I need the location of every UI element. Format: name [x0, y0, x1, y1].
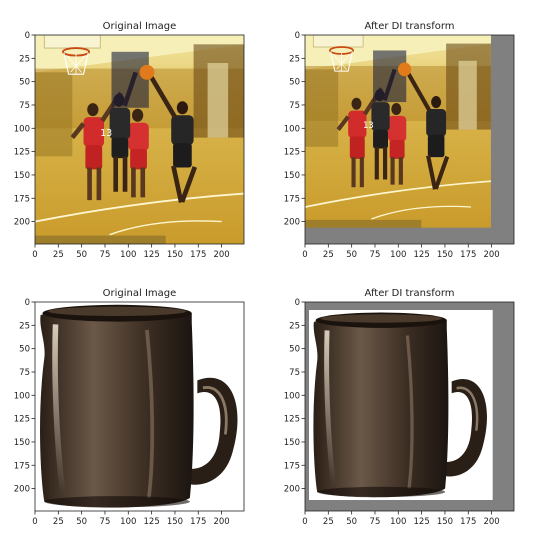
x-tick-label: 100 — [390, 250, 406, 260]
y-tick-label: 150 — [14, 438, 30, 448]
x-tick-label: 50 — [346, 250, 357, 260]
y-tick-label: 25 — [19, 54, 30, 64]
y-tick-label: 75 — [289, 101, 300, 111]
y-tick-label: 25 — [289, 54, 300, 64]
y-tick-label: 175 — [14, 461, 30, 471]
y-tick-label: 175 — [284, 461, 300, 471]
y-tick-label: 175 — [284, 194, 300, 204]
y-tick-label: 150 — [14, 171, 30, 181]
panel-mug-original: Original Image 0 25 50 75 100 125 150 175 200 0 25… — [14, 288, 245, 527]
y-tick-label: 100 — [14, 391, 30, 401]
y-tick-label: 200 — [284, 485, 300, 495]
y-tick-label: 125 — [14, 415, 30, 425]
x-tick-label: 50 — [76, 250, 87, 260]
x-tick-label: 0 — [32, 250, 37, 260]
y-tick-label: 125 — [14, 148, 30, 158]
x-tick-label: 100 — [120, 250, 136, 260]
panel-title: Original Image — [103, 288, 177, 299]
y-tick-label: 175 — [14, 194, 30, 204]
panel-title: After DI transform — [364, 21, 454, 32]
x-tick-label: 200 — [483, 517, 499, 527]
y-tick-label: 0 — [295, 31, 300, 41]
x-tick-label: 100 — [390, 517, 406, 527]
basketball-image-shrunk — [305, 35, 491, 228]
y-tick-label: 25 — [19, 321, 30, 331]
axes-frame — [304, 301, 515, 512]
x-tick-label: 150 — [437, 517, 453, 527]
y-tick-label: 100 — [284, 124, 300, 134]
x-tick-label: 25 — [53, 250, 64, 260]
x-tick-label: 200 — [483, 250, 499, 260]
x-tick-label: 0 — [302, 250, 307, 260]
x-tick-label: 75 — [370, 250, 381, 260]
panel-basketball-original: Original Image 0 25 50 75 100 125 150 175 200 0 25… — [14, 21, 245, 260]
y-tick-label: 200 — [284, 218, 300, 228]
x-tick-label: 150 — [167, 250, 183, 260]
axes-ticks: 0 25 50 75 100 125 150 175 200 0 25 50 75 100 125 150 17… — [14, 298, 230, 527]
y-tick-label: 150 — [284, 171, 300, 181]
y-tick-label: 200 — [14, 485, 30, 495]
axes-ticks: 0 25 50 75 100 125 150 175 200 0 25 50 75 100 125 150 17… — [284, 31, 500, 260]
axes-frame — [34, 301, 245, 512]
x-tick-label: 50 — [346, 517, 357, 527]
x-tick-label: 100 — [120, 517, 136, 527]
y-tick-label: 0 — [25, 31, 30, 41]
y-tick-label: 50 — [289, 78, 300, 88]
x-tick-label: 200 — [213, 517, 229, 527]
y-tick-label: 100 — [284, 391, 300, 401]
axes-frame — [304, 34, 515, 245]
y-tick-label: 75 — [289, 368, 300, 378]
y-tick-label: 50 — [19, 78, 30, 88]
panel-title: Original Image — [103, 21, 177, 32]
y-tick-label: 125 — [284, 415, 300, 425]
x-tick-label: 125 — [414, 250, 430, 260]
x-tick-label: 25 — [323, 250, 334, 260]
mug-image — [35, 302, 244, 511]
y-tick-label: 0 — [295, 298, 300, 308]
y-tick-label: 50 — [19, 345, 30, 355]
x-tick-label: 125 — [414, 517, 430, 527]
axes-ticks: 0 25 50 75 100 125 150 175 200 0 25 50 75 100 125 150 17… — [14, 31, 230, 260]
x-tick-label: 175 — [190, 517, 206, 527]
y-tick-label: 75 — [19, 368, 30, 378]
x-tick-label: 75 — [100, 517, 111, 527]
y-tick-label: 100 — [14, 124, 30, 134]
panel-title: After DI transform — [364, 288, 454, 299]
y-tick-label: 0 — [25, 298, 30, 308]
basketball-image — [35, 35, 244, 244]
panel-basketball-di: After DI transform 0 25 50 75 100 125 150 175 20… — [284, 21, 515, 260]
x-tick-label: 50 — [76, 517, 87, 527]
y-tick-label: 75 — [19, 101, 30, 111]
x-tick-label: 175 — [460, 250, 476, 260]
y-tick-label: 150 — [284, 438, 300, 448]
x-tick-label: 75 — [100, 250, 111, 260]
panel-mug-di: After DI transform 0 25 50 75 100 125 150 175 20… — [284, 288, 515, 527]
x-tick-label: 25 — [53, 517, 64, 527]
x-tick-label: 125 — [144, 250, 160, 260]
mug-image-shrunk — [309, 310, 493, 500]
x-tick-label: 175 — [190, 250, 206, 260]
x-tick-label: 200 — [213, 250, 229, 260]
y-tick-label: 25 — [289, 321, 300, 331]
y-tick-label: 50 — [289, 345, 300, 355]
x-tick-label: 75 — [370, 517, 381, 527]
y-tick-label: 125 — [284, 148, 300, 158]
x-tick-label: 0 — [32, 517, 37, 527]
x-tick-label: 0 — [302, 517, 307, 527]
x-tick-label: 150 — [167, 517, 183, 527]
x-tick-label: 150 — [437, 250, 453, 260]
x-tick-label: 125 — [144, 517, 160, 527]
x-tick-label: 25 — [323, 517, 334, 527]
x-tick-label: 175 — [460, 517, 476, 527]
axes-ticks: 0 25 50 75 100 125 150 175 200 0 25 50 75 100 125 150 17… — [284, 298, 500, 527]
axes-frame — [34, 34, 245, 245]
y-tick-label: 200 — [14, 218, 30, 228]
